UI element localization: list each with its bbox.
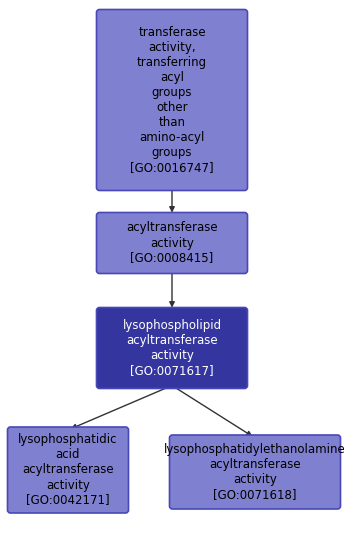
FancyBboxPatch shape — [170, 435, 341, 509]
Text: acyltransferase
activity
[GO:0008415]: acyltransferase activity [GO:0008415] — [126, 221, 218, 264]
Text: lysophosphatidic
acid
acyltransferase
activity
[GO:0042171]: lysophosphatidic acid acyltransferase ac… — [18, 434, 118, 506]
FancyBboxPatch shape — [97, 9, 247, 190]
FancyBboxPatch shape — [97, 307, 247, 388]
FancyBboxPatch shape — [8, 427, 129, 513]
FancyBboxPatch shape — [97, 213, 247, 274]
Text: transferase
activity,
transferring
acyl
groups
other
than
amino-acyl
groups
[GO:: transferase activity, transferring acyl … — [130, 26, 214, 174]
Text: lysophosphatidylethanolamine
acyltransferase
activity
[GO:0071618]: lysophosphatidylethanolamine acyltransfe… — [164, 443, 344, 501]
Text: lysophospholipid
acyltransferase
activity
[GO:0071617]: lysophospholipid acyltransferase activit… — [122, 319, 222, 377]
